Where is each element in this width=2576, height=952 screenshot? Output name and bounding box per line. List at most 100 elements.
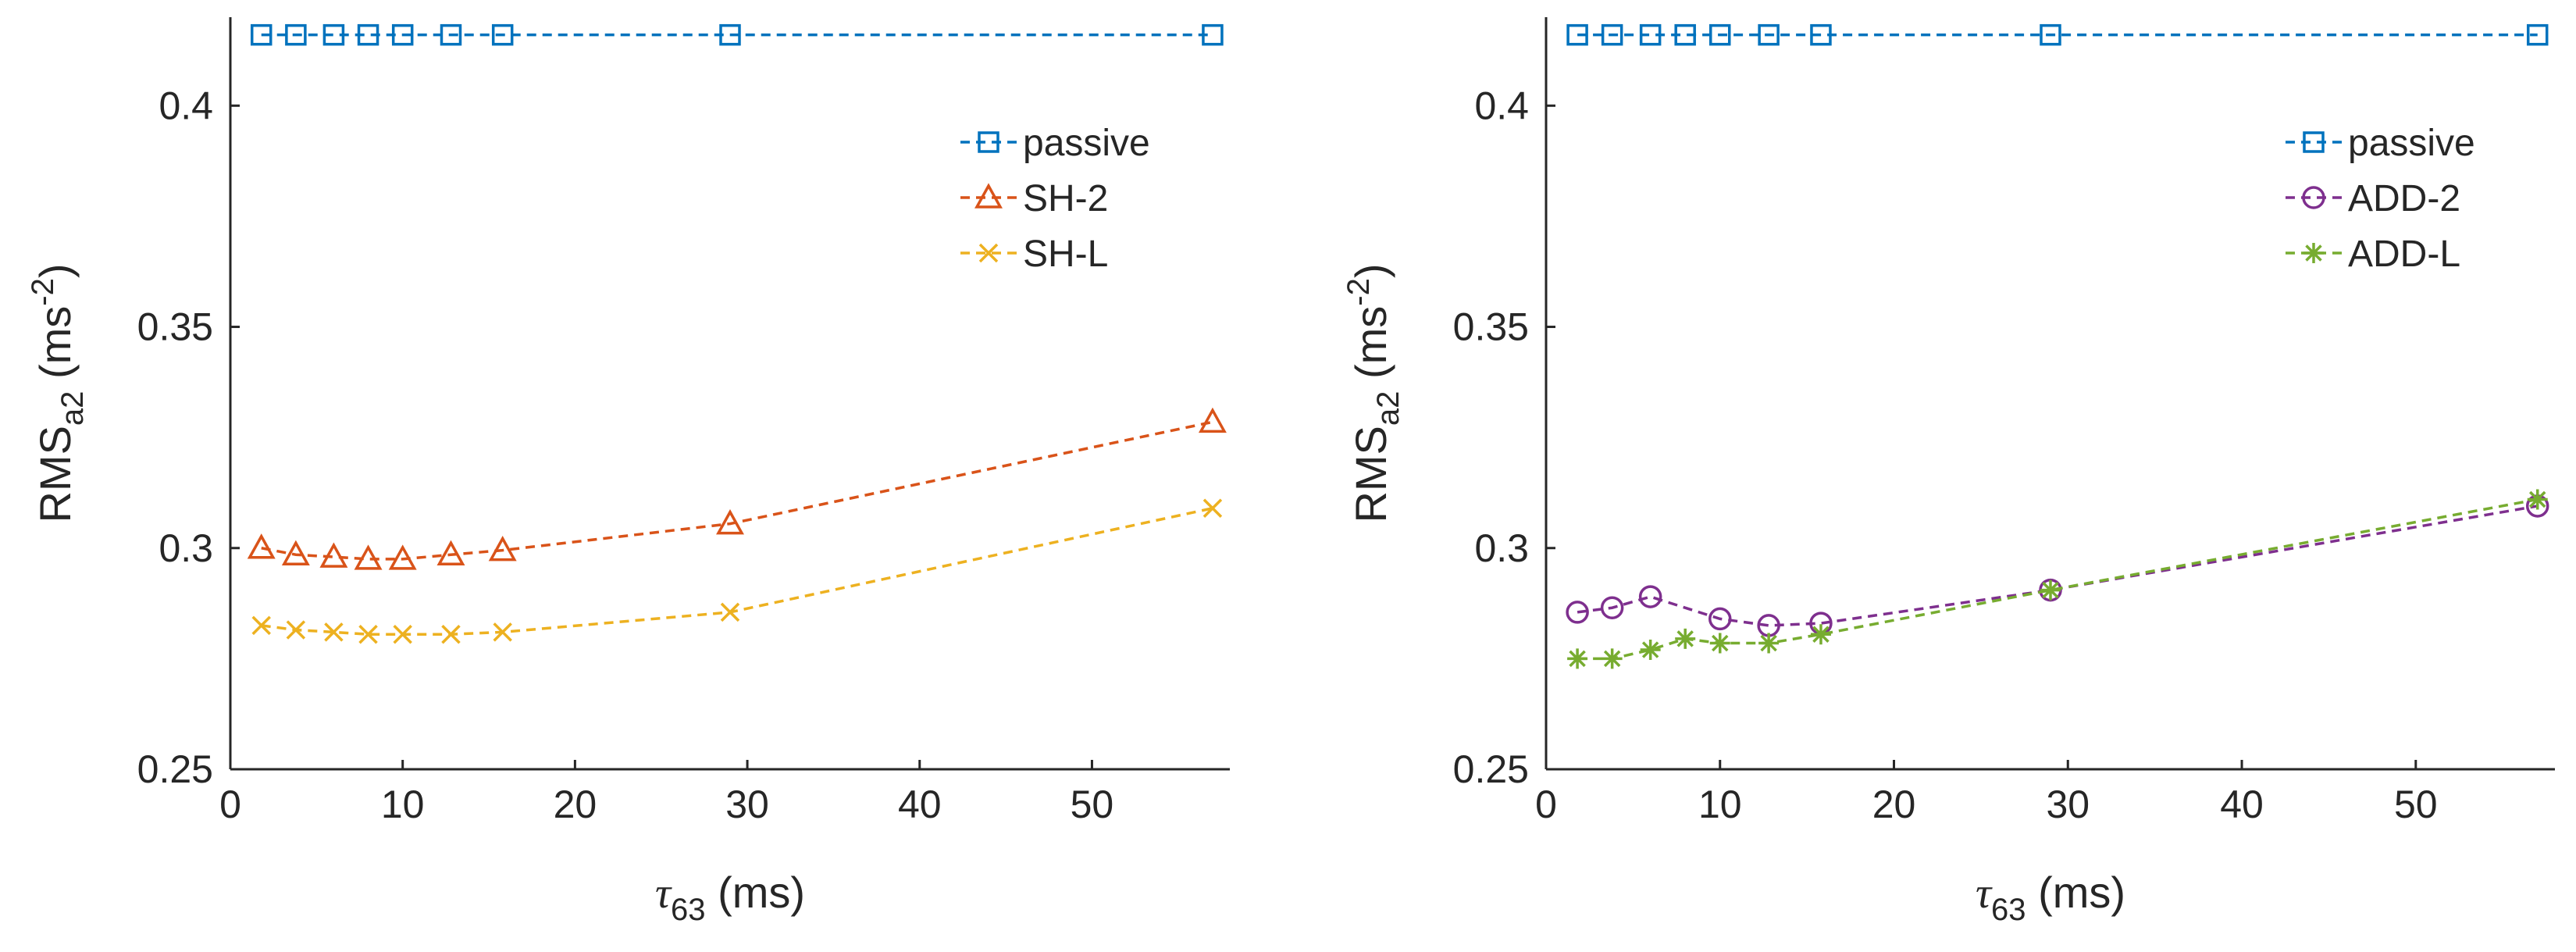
data-point-sh-2 <box>436 540 465 566</box>
x-tick-label: 30 <box>725 783 769 826</box>
data-point-passive <box>440 23 462 46</box>
y-axis-title-unit-close: ) <box>30 263 80 278</box>
data-point-sh-2 <box>247 533 276 559</box>
data-point-passive <box>2040 23 2061 46</box>
y-axis-title: RMSa2 (ms-2) <box>1341 263 1406 522</box>
series-line-sh-2 <box>261 420 1213 561</box>
data-point-passive <box>1566 23 1588 46</box>
series-line-add-2 <box>1577 505 2539 627</box>
data-point-passive <box>719 23 741 46</box>
legend-marker-add-2 <box>2302 186 2325 209</box>
y-tick-label: 0.35 <box>1453 305 1529 349</box>
series-sh-2 <box>247 407 1227 570</box>
x-axis-title-unit: (ms) <box>706 868 806 917</box>
y-tick-label: 0.3 <box>1474 526 1529 570</box>
data-point-add-l <box>1640 640 1661 661</box>
data-point-add-l <box>2040 579 2061 601</box>
data-point-sh-l <box>324 622 344 642</box>
data-point-passive <box>1639 23 1662 46</box>
y-axis-title-base: RMS <box>30 426 80 522</box>
y-tick-label: 0.25 <box>137 747 213 791</box>
y-axis-title-base: RMS <box>1346 426 1395 522</box>
data-point-sh-l <box>720 602 740 622</box>
y-axis-title-subscript: a2 <box>1371 391 1406 426</box>
data-point-sh-2 <box>281 540 310 566</box>
data-point-passive <box>491 23 514 46</box>
x-axis-title-subscript: 63 <box>671 893 706 927</box>
data-point-passive <box>250 23 273 46</box>
y-axis-title-superscript: -2 <box>26 278 60 306</box>
legend: passive ADD-2 ADD-L <box>2286 123 2475 275</box>
y-axis-title: RMSa2 (ms-2) <box>26 263 90 522</box>
x-tick-label: 10 <box>381 783 425 826</box>
x-tick-label: 30 <box>2046 783 2090 826</box>
data-point-passive <box>322 23 345 46</box>
data-point-add-2 <box>1566 601 1589 624</box>
data-point-sh-l <box>358 624 378 644</box>
series-add-2 <box>1566 494 2549 637</box>
legend-marker-passive <box>2303 131 2325 153</box>
x-tick-label: 50 <box>1071 783 1114 826</box>
series-line-add-l <box>1577 497 2539 661</box>
y-axis-title-unit-open: (ms <box>30 306 80 391</box>
legend-label-sh-2: SH-2 <box>1023 178 1108 219</box>
data-point-passive <box>391 23 414 46</box>
legend-marker-passive <box>978 131 999 153</box>
x-axis-title-symbol: τ <box>655 869 672 918</box>
data-point-sh-2 <box>488 535 517 562</box>
y-tick-label: 0.4 <box>1474 84 1529 127</box>
x-tick-label: 40 <box>2220 783 2264 826</box>
legend-label-passive: passive <box>2348 123 2475 164</box>
legend-marker-sh-l <box>978 243 999 263</box>
series-add-l <box>1567 489 2548 669</box>
data-point-add-l <box>1709 633 1730 654</box>
y-tick-label: 0.35 <box>137 305 213 349</box>
x-tick-label: 20 <box>1872 783 1916 826</box>
data-point-passive <box>1810 23 1832 46</box>
data-point-add-2 <box>1708 607 1732 631</box>
data-point-add-l <box>1567 648 1588 669</box>
legend-label-passive: passive <box>1023 123 1150 164</box>
legend-marker-add-l <box>2303 243 2324 263</box>
legend: passive SH-2 SH-L <box>960 123 1150 275</box>
x-tick-label: 0 <box>219 783 241 826</box>
series-passive <box>250 23 1224 46</box>
data-point-passive <box>285 23 307 46</box>
series-sh-l <box>251 498 1223 644</box>
x-axis-title: τ63 (ms) <box>1976 868 2125 927</box>
legend-label-add-l: ADD-L <box>2348 234 2460 275</box>
x-axis-title-symbol: τ <box>1976 869 1993 918</box>
y-axis-title-unit-open: (ms <box>1346 306 1395 391</box>
data-point-passive <box>1758 23 1780 46</box>
data-point-add-l <box>1758 633 1780 654</box>
data-point-passive <box>357 23 379 46</box>
data-point-passive <box>1709 23 1731 46</box>
data-point-add-l <box>1602 648 1623 669</box>
x-axis-title: τ63 (ms) <box>655 868 805 927</box>
y-axis-title-superscript: -2 <box>1341 278 1376 306</box>
data-point-sh-l <box>286 620 306 640</box>
data-point-sh-l <box>441 624 461 644</box>
data-point-sh-2 <box>319 542 348 568</box>
x-tick-label: 20 <box>554 783 597 826</box>
data-point-sh-l <box>251 615 271 636</box>
data-point-add-l <box>1810 624 1831 645</box>
x-tick-label: 40 <box>898 783 942 826</box>
x-axis-title-subscript: 63 <box>1991 893 2026 927</box>
data-point-sh-2 <box>388 544 417 570</box>
y-axis-title-subscript: a2 <box>55 391 90 426</box>
data-point-passive <box>1674 23 1696 46</box>
data-point-sh-2 <box>1198 407 1227 433</box>
x-tick-label: 10 <box>1698 783 1742 826</box>
data-point-add-l <box>2527 489 2548 510</box>
x-axis-title-unit: (ms) <box>2026 868 2126 917</box>
data-point-add-2 <box>1600 596 1624 619</box>
data-point-add-2 <box>1638 585 1662 608</box>
series-passive <box>1566 23 2549 46</box>
data-point-passive <box>1202 23 1224 46</box>
data-point-sh-l <box>1202 498 1223 519</box>
data-point-sh-l <box>393 624 412 644</box>
